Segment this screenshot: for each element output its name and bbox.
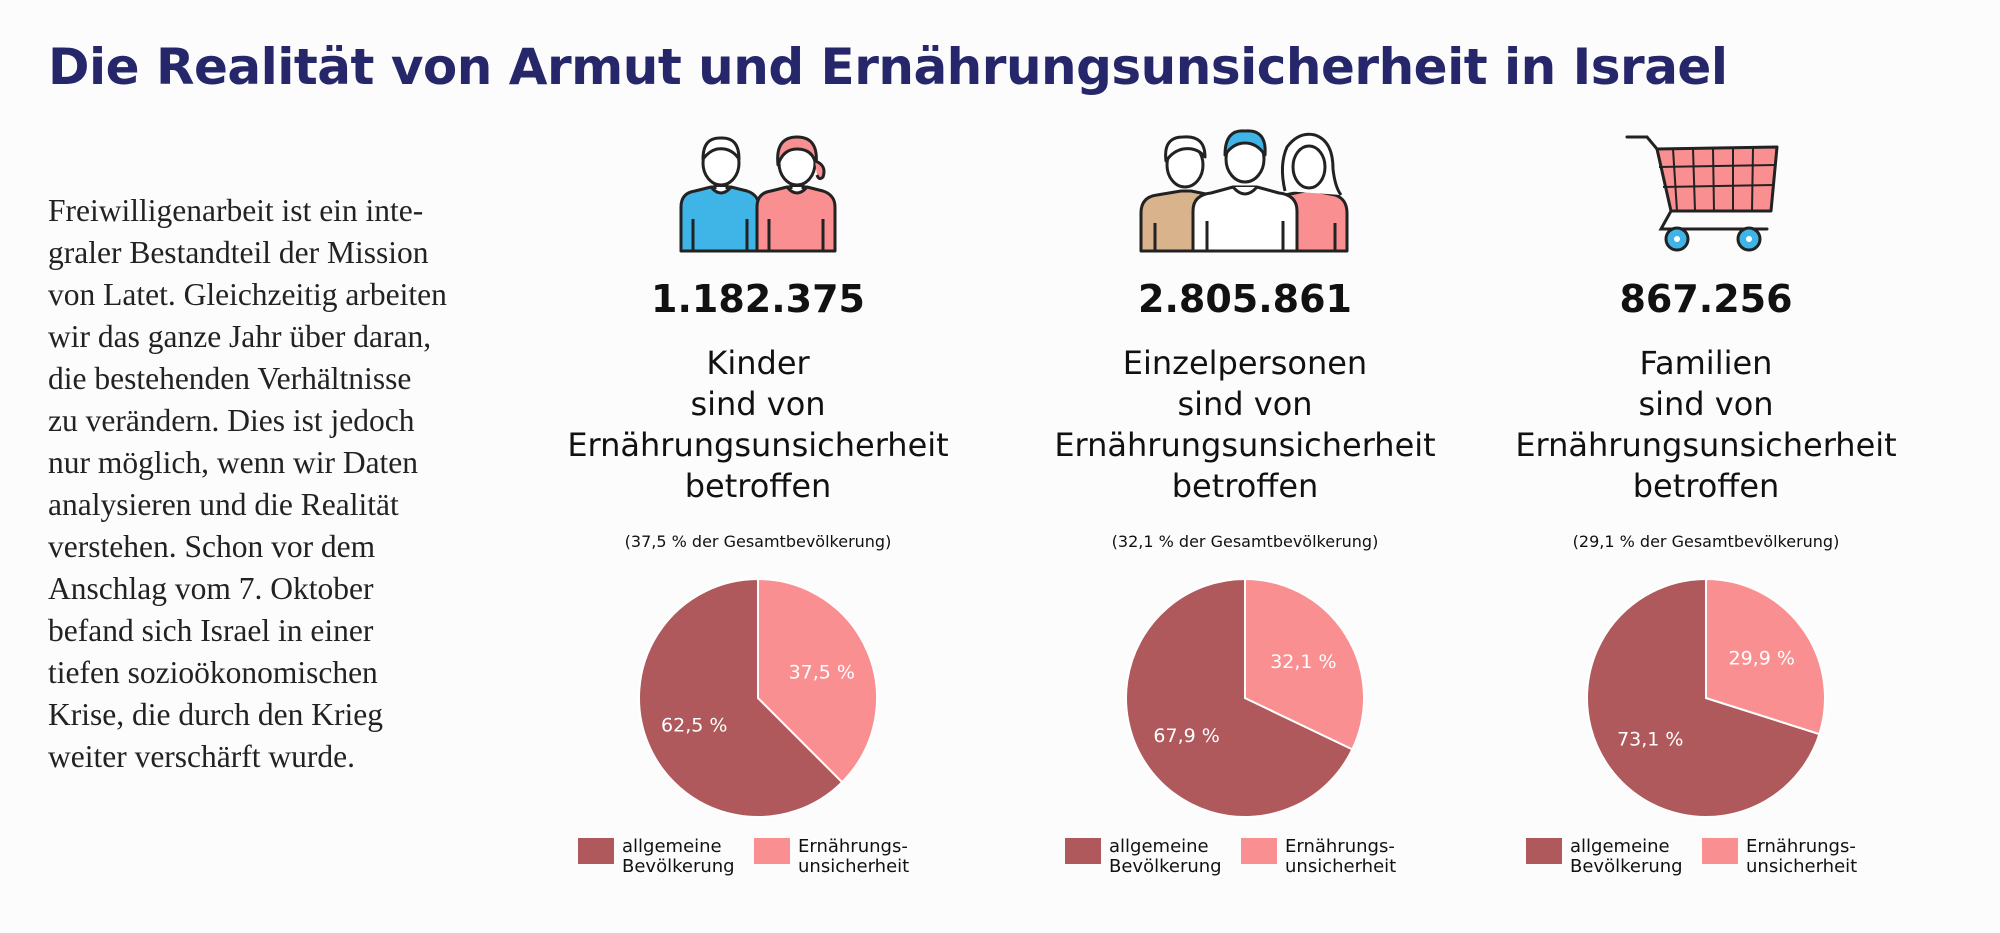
legend-line: allgemeine	[1109, 836, 1209, 857]
legend-item-insecure: Ernährungs- unsicherheit	[754, 837, 909, 877]
intro-line: Freiwilligenarbeit ist ein inte-	[48, 193, 424, 228]
group-families: 867.256 Familien sind von Ernährungsunsi…	[1446, 125, 1966, 881]
pie-chart: 29,9 % 73,1 %	[1586, 577, 1826, 818]
group-children: 1.182.375 Kinder sind von Ernährungsunsi…	[498, 125, 1018, 881]
legend-line: unsicherheit	[1746, 856, 1858, 877]
legend-item-general: allgemeine Bevölkerung	[1065, 837, 1222, 877]
intro-line: analysieren und die Realität	[48, 487, 399, 522]
label-line: Kinder	[706, 344, 810, 382]
label-line: betroffen	[1632, 467, 1780, 505]
intro-line: weiter verschärft wurde.	[48, 739, 355, 774]
label-line: sind von	[690, 385, 826, 423]
pie-label-general: 73,1 %	[1617, 729, 1683, 751]
group-individuals: 2.805.861 Einzelpersonen sind von Ernähr…	[985, 125, 1505, 881]
legend-swatch-insecure	[754, 838, 790, 864]
pie-chart: 32,1 % 67,9 %	[1125, 577, 1365, 818]
intro-line: verstehen. Schon vor dem	[48, 529, 376, 564]
intro-line: wir das ganze Jahr über daran,	[48, 319, 432, 354]
legend-item-general: allgemeine Bevölkerung	[578, 837, 735, 877]
label-line: Einzelpersonen	[1122, 344, 1368, 382]
label-line: Ernährungsunsicherheit	[1515, 426, 1897, 464]
legend: allgemeine Bevölkerung Ernährungs- unsic…	[1065, 837, 1425, 881]
legend: allgemeine Bevölkerung Ernährungs- unsic…	[578, 837, 938, 881]
children-icon	[679, 135, 837, 253]
legend-label-general: allgemeine Bevölkerung	[1109, 837, 1222, 877]
legend: allgemeine Bevölkerung Ernährungs- unsic…	[1526, 837, 1886, 881]
label-line: betroffen	[1171, 467, 1319, 505]
pie-label-insecure: 32,1 %	[1270, 651, 1336, 673]
pie-label-general: 62,5 %	[661, 714, 727, 736]
label-line: Ernährungsunsicherheit	[567, 426, 949, 464]
legend-line: Ernährungs-	[1285, 836, 1395, 857]
intro-line: zu verändern. Dies ist jedoch	[48, 403, 415, 438]
group-label: Kinder sind von Ernährungsunsicherheit b…	[498, 343, 1018, 507]
intro-line: Anschlag vom 7. Oktober	[48, 571, 374, 606]
group-label: Familien sind von Ernährungsunsicherheit…	[1446, 343, 1966, 507]
population-share: (29,1 % der Gesamtbevölkerung)	[1572, 532, 1840, 551]
pie-label-general: 67,9 %	[1153, 725, 1219, 747]
label-line: sind von	[1638, 385, 1774, 423]
legend-swatch-insecure	[1702, 838, 1738, 864]
intro-line: befand sich Israel in einer	[48, 613, 374, 648]
individuals-icon	[1139, 129, 1349, 253]
label-line: Familien	[1639, 344, 1773, 382]
legend-swatch-general	[1526, 838, 1562, 864]
legend-item-general: allgemeine Bevölkerung	[1526, 837, 1683, 877]
legend-line: Bevölkerung	[622, 856, 735, 877]
legend-swatch-general	[578, 838, 614, 864]
legend-line: unsicherheit	[798, 856, 910, 877]
count-value: 1.182.375	[651, 277, 865, 321]
pie-slice-general	[1125, 577, 1354, 818]
group-label: Einzelpersonen sind von Ernährungsunsich…	[985, 343, 1505, 507]
legend-line: Ernährungs-	[798, 836, 908, 857]
pie-chart: 37,5 % 62,5 %	[638, 577, 878, 818]
legend-line: allgemeine	[622, 836, 722, 857]
intro-line: graler Bestandteil der Mission	[48, 235, 429, 270]
pie-slice-insecure	[1244, 577, 1365, 751]
label-line: sind von	[1177, 385, 1313, 423]
intro-line: von Latet. Gleichzeitig arbeiten	[48, 277, 447, 312]
population-share: (32,1 % der Gesamtbevölkerung)	[1111, 532, 1379, 551]
legend-line: unsicherheit	[1285, 856, 1397, 877]
legend-label-insecure: Ernährungs- unsicherheit	[1285, 837, 1396, 877]
shopping-cart-icon	[1625, 135, 1779, 252]
pie-slice-insecure	[1705, 577, 1826, 736]
legend-label-insecure: Ernährungs- unsicherheit	[798, 837, 909, 877]
legend-line: Ernährungs-	[1746, 836, 1856, 857]
legend-line: Bevölkerung	[1570, 856, 1683, 877]
pie-label-insecure: 37,5 %	[789, 662, 855, 684]
intro-line: die bestehenden Verhältnisse	[48, 361, 412, 396]
legend-swatch-insecure	[1241, 838, 1277, 864]
legend-item-insecure: Ernährungs- unsicherheit	[1702, 837, 1857, 877]
legend-label-general: allgemeine Bevölkerung	[622, 837, 735, 877]
pie-slice-general	[638, 577, 844, 818]
count-value: 867.256	[1619, 277, 1793, 321]
legend-line: allgemeine	[1570, 836, 1670, 857]
population-share: (37,5 % der Gesamtbevölkerung)	[624, 532, 892, 551]
legend-label-general: allgemeine Bevölkerung	[1570, 837, 1683, 877]
intro-text: Freiwilligenarbeit ist ein inte- graler …	[48, 190, 518, 778]
pie-slice-insecure	[757, 577, 878, 784]
intro-line: Krise, die durch den Krieg	[48, 697, 384, 732]
legend-label-insecure: Ernährungs- unsicherheit	[1746, 837, 1857, 877]
intro-line: tiefen sozioökonomischen	[48, 655, 378, 690]
pie-label-insecure: 29,9 %	[1729, 647, 1795, 669]
legend-swatch-general	[1065, 838, 1101, 864]
intro-line: nur möglich, wenn wir Daten	[48, 445, 419, 480]
label-line: Ernährungsunsicherheit	[1054, 426, 1436, 464]
count-value: 2.805.861	[1138, 277, 1352, 321]
pie-slice-general	[1586, 577, 1821, 818]
legend-item-insecure: Ernährungs- unsicherheit	[1241, 837, 1396, 877]
page-title: Die Realität von Armut und Ernährungsuns…	[48, 38, 1728, 96]
legend-line: Bevölkerung	[1109, 856, 1222, 877]
label-line: betroffen	[684, 467, 832, 505]
